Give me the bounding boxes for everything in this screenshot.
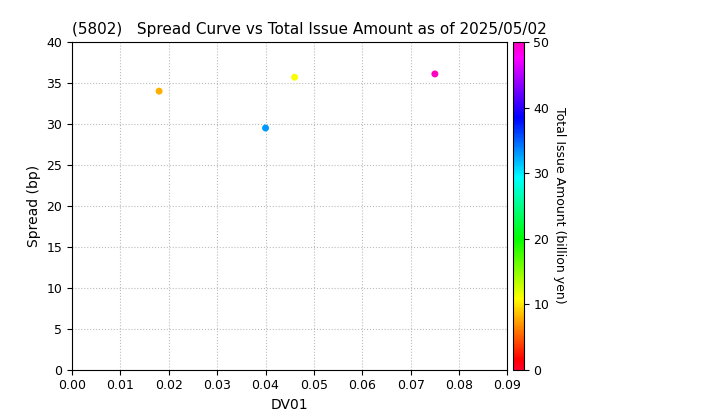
Point — [260, 125, 271, 131]
Text: (5802)   Spread Curve vs Total Issue Amount as of 2025/05/02: (5802) Spread Curve vs Total Issue Amoun… — [72, 22, 546, 37]
Y-axis label: Spread (bp): Spread (bp) — [27, 165, 41, 247]
Point — [289, 74, 300, 81]
X-axis label: DV01: DV01 — [271, 398, 309, 412]
Point — [429, 71, 441, 77]
Y-axis label: Total Issue Amount (billion yen): Total Issue Amount (billion yen) — [553, 108, 566, 304]
Point — [153, 88, 165, 94]
